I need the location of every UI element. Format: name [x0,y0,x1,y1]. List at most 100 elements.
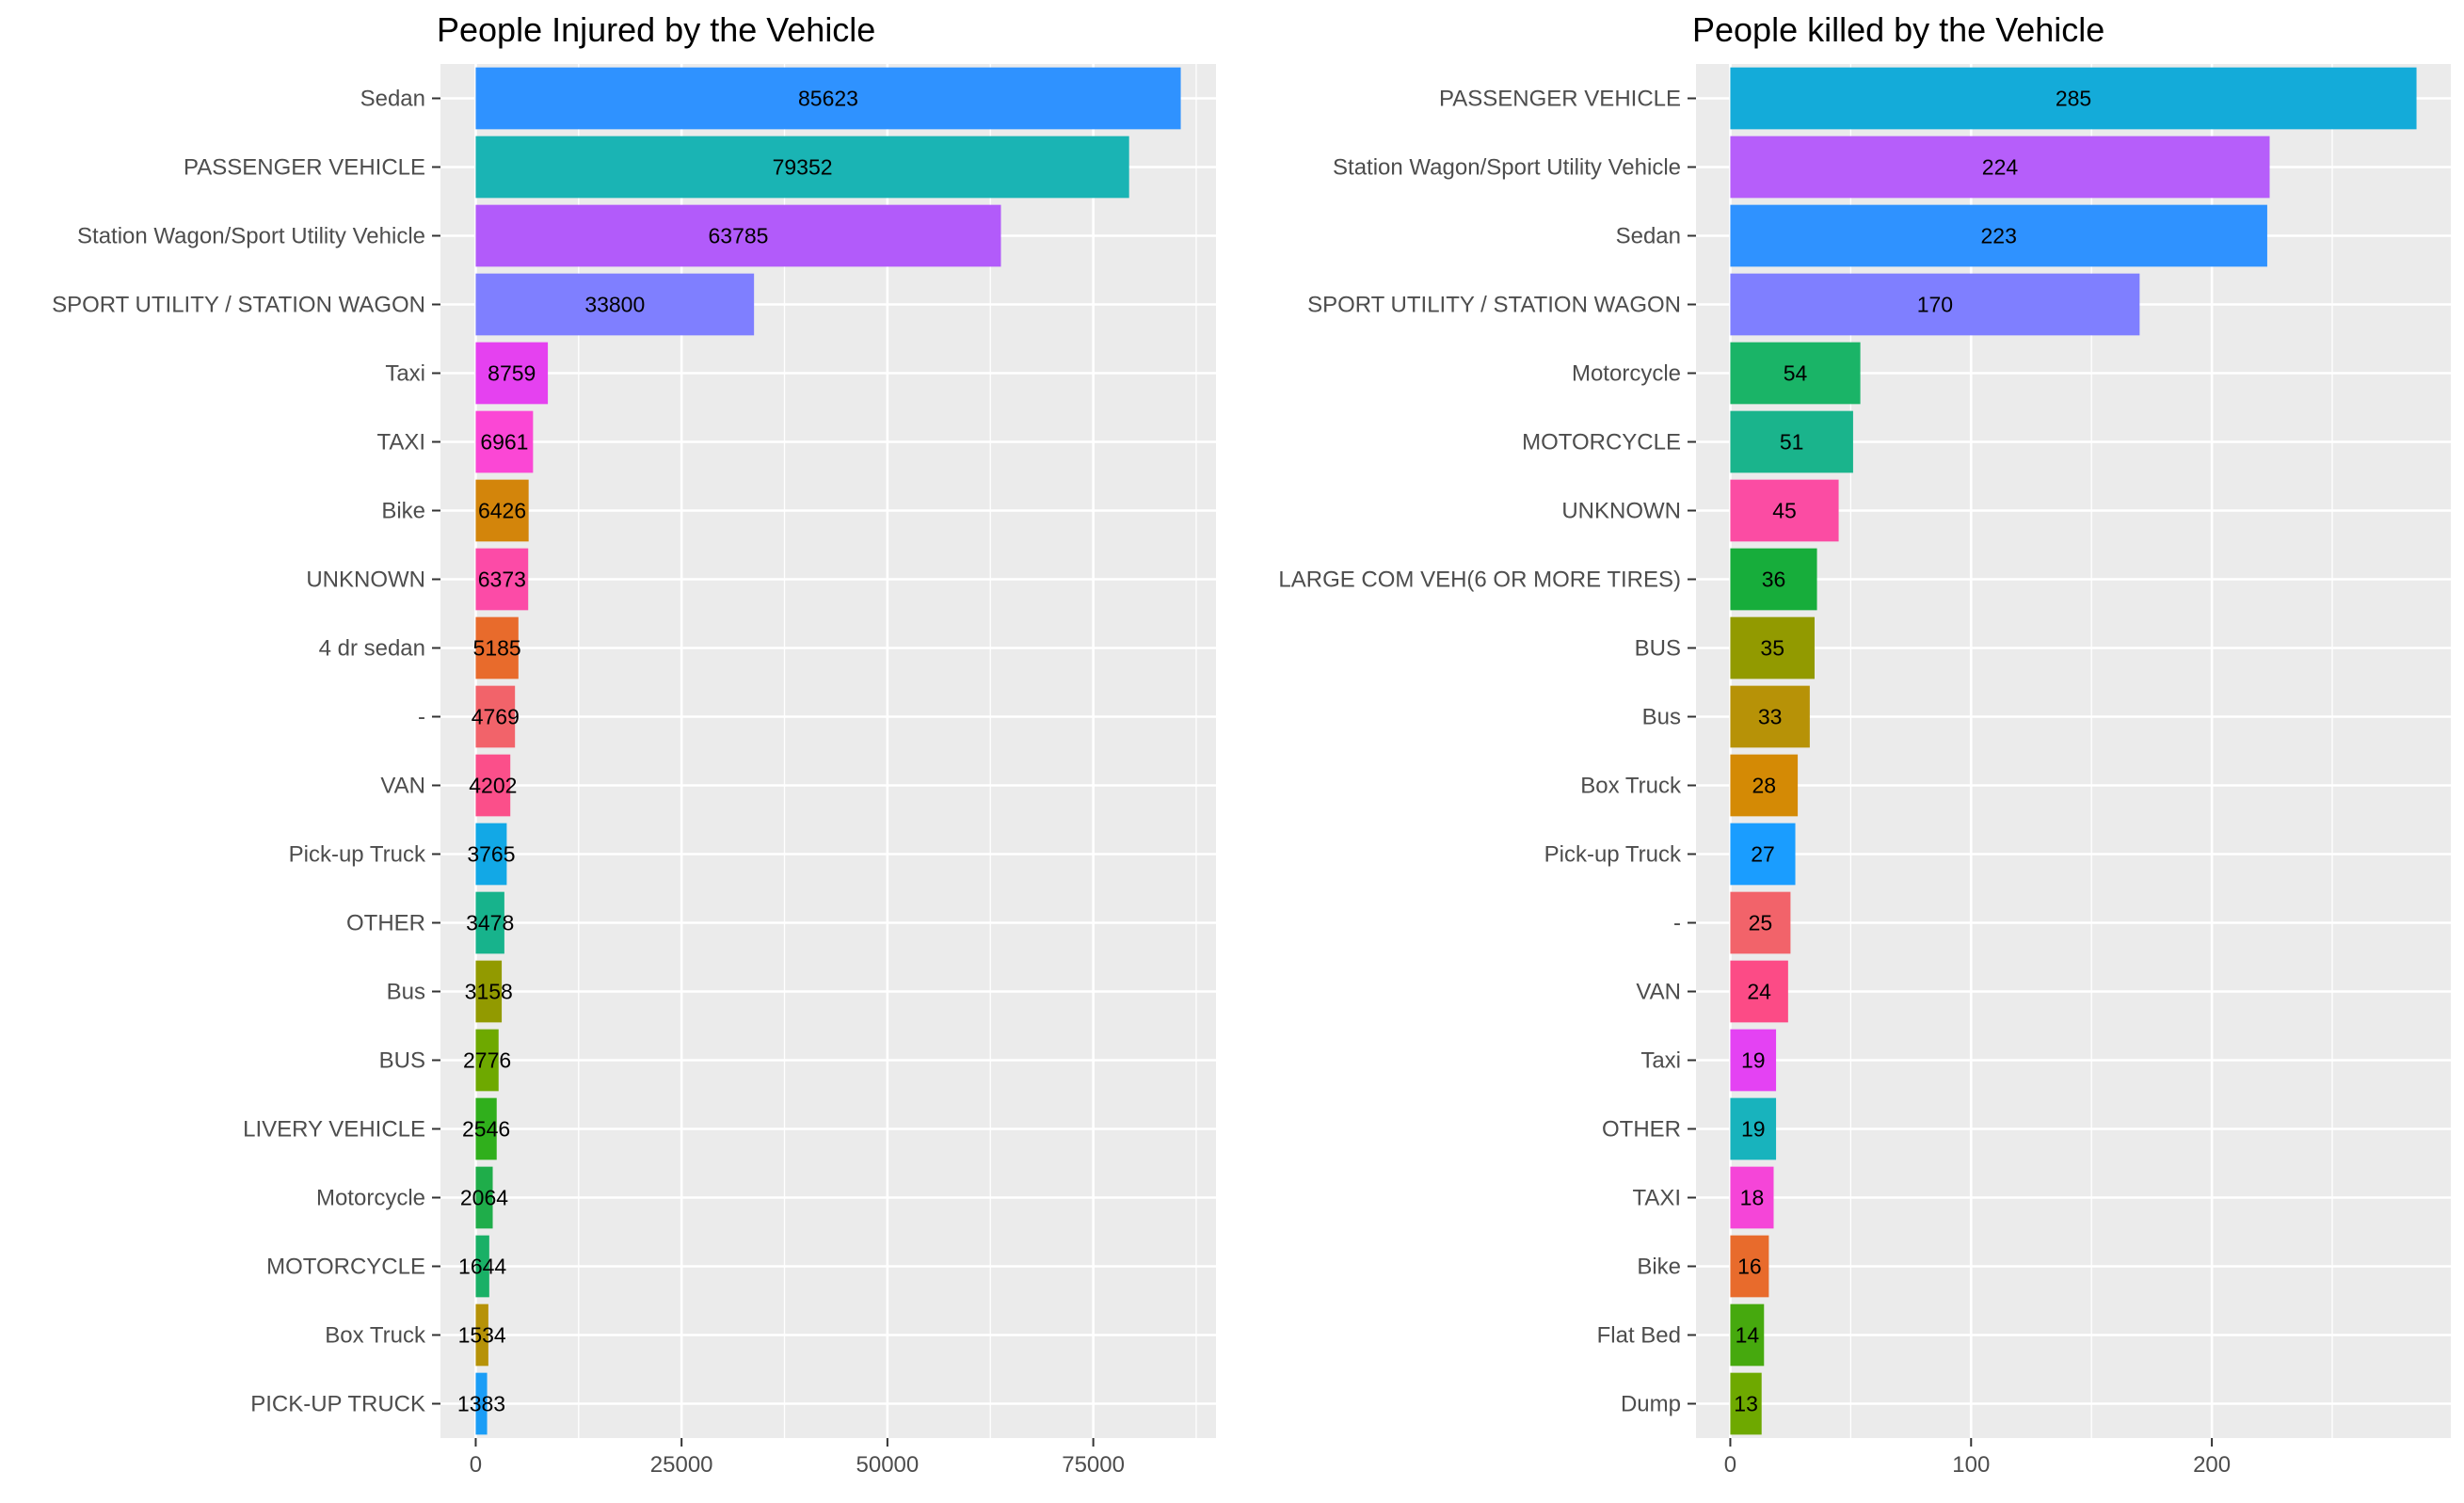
bar-7 [1730,479,1839,542]
bar-1 [475,67,1181,130]
value-label-17: 2064 [460,1186,508,1210]
bar-3 [475,204,1001,267]
category-label-16: OTHER [1602,1117,1681,1143]
bar-13 [1730,891,1791,954]
category-label-5: Motorcycle [1572,361,1681,387]
bar-11 [1730,754,1799,817]
value-label-16: 2546 [462,1117,510,1142]
bar-19 [1730,1303,1765,1367]
value-label-18: 1644 [458,1255,506,1279]
category-label-1: PASSENGER VEHICLE [1439,87,1681,112]
value-label-6: 6961 [480,430,528,455]
value-label-17: 18 [1740,1186,1765,1210]
category-label-3: Station Wagon/Sport Utility Vehicle [77,224,425,249]
bar-16 [475,1097,497,1160]
category-label-13: OTHER [346,911,425,936]
bar-2 [475,136,1129,199]
x-tick-label-3: 200 [2193,1452,2231,1478]
category-label-19: Flat Bed [1597,1323,1681,1349]
category-label-1: Sedan [360,87,425,112]
value-label-12: 27 [1751,842,1775,867]
category-label-5: Taxi [385,361,425,387]
value-label-20: 13 [1734,1392,1758,1416]
value-label-5: 8759 [488,361,536,386]
bar-18 [1730,1235,1769,1298]
bar-9 [1730,616,1815,680]
bar-6 [475,410,534,473]
value-label-1: 285 [2056,87,2091,111]
category-label-14: Bus [387,980,425,1005]
value-label-11: 28 [1752,774,1776,798]
bar-14 [1730,960,1788,1023]
value-label-10: 33 [1758,705,1783,729]
bar-9 [475,616,519,680]
value-label-9: 35 [1760,636,1784,661]
bar-5 [475,342,549,405]
value-label-6: 51 [1780,430,1804,455]
value-label-12: 3765 [467,842,515,867]
value-label-2: 79352 [773,155,833,180]
value-label-14: 24 [1747,980,1771,1004]
value-label-19: 14 [1736,1323,1760,1348]
category-label-10: - [418,705,425,730]
category-label-2: PASSENGER VEHICLE [184,155,425,181]
x-tick-label-2: 100 [1952,1452,1990,1478]
bar-10 [1730,685,1810,748]
bar-15 [1730,1029,1777,1092]
category-label-20: Dump [1621,1392,1681,1417]
bar-16 [1730,1097,1777,1160]
value-label-13: 3478 [466,911,514,935]
category-label-4: SPORT UTILITY / STATION WAGON [52,293,425,318]
category-label-8: LARGE COM VEH(6 OR MORE TIRES) [1278,568,1681,593]
bar-19 [475,1303,488,1367]
bar-17 [475,1166,493,1229]
category-label-18: MOTORCYCLE [266,1255,425,1280]
category-label-12: Pick-up Truck [289,842,426,868]
bar-3 [1730,204,2267,267]
bar-5 [1730,342,1861,405]
category-label-14: VAN [1636,980,1681,1005]
category-label-9: BUS [1635,636,1681,662]
value-label-8: 36 [1762,568,1786,592]
value-label-7: 45 [1772,499,1797,523]
category-label-16: LIVERY VEHICLE [243,1117,425,1143]
bar-8 [475,548,529,611]
category-label-15: Taxi [1640,1048,1681,1074]
bar-6 [1730,410,1853,473]
bar-12 [475,823,507,886]
bar-4 [1730,273,2140,336]
value-label-3: 223 [1981,224,2017,248]
category-label-15: BUS [379,1048,425,1074]
category-label-3: Sedan [1616,224,1681,249]
bar-13 [475,891,504,954]
category-label-2: Station Wagon/Sport Utility Vehicle [1333,155,1681,181]
category-label-13: - [1673,911,1681,936]
category-label-19: Box Truck [325,1323,426,1349]
x-tick-label-1: 0 [470,1452,482,1478]
value-label-15: 19 [1741,1048,1766,1073]
bar-7 [475,479,529,542]
chart-1: 85623 79352 63785 33800 8759 6961 6426 6373 5185… [52,10,1216,1478]
x-tick-label-4: 75000 [1062,1452,1125,1478]
category-label-10: Bus [1642,705,1681,730]
value-label-18: 16 [1737,1255,1762,1279]
category-label-11: VAN [380,774,425,799]
bar-14 [475,960,503,1023]
value-label-5: 54 [1784,361,1808,386]
category-label-12: Pick-up Truck [1544,842,1682,868]
category-label-20: PICK-UP TRUCK [250,1392,425,1417]
value-label-1: 85623 [798,87,858,111]
category-label-8: UNKNOWN [306,568,425,593]
category-label-11: Box Truck [1580,774,1682,799]
value-label-15: 2776 [463,1048,511,1073]
category-label-6: TAXI [376,430,425,456]
category-label-6: MOTORCYCLE [1522,430,1681,456]
bar-1 [1730,67,2417,130]
bar-11 [475,754,511,817]
chart-2: 285 224 223 170 54 51 45 36 35 33 28 27 25 24 19 19 18 16… [1278,10,2451,1478]
bar-12 [1730,823,1796,886]
bar-18 [475,1235,489,1298]
bar-20 [475,1372,488,1435]
bar-17 [1730,1166,1774,1229]
